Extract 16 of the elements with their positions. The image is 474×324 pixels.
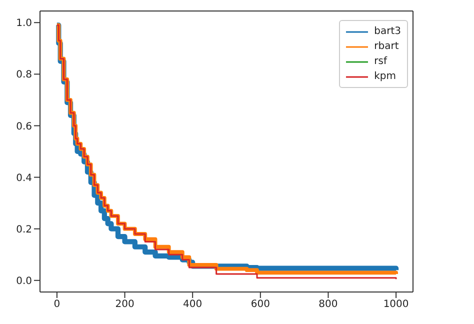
y-tick-label: 0.2	[16, 224, 32, 236]
x-tick-label: 200	[115, 299, 134, 310]
y-tick-label: 0.4	[16, 172, 32, 184]
x-tick-label: 800	[318, 299, 338, 310]
legend-label: bart3	[374, 26, 401, 37]
x-tick-label: 600	[250, 299, 270, 310]
y-tick-label: 0.0	[16, 276, 32, 287]
legend-label: rbart	[374, 41, 399, 52]
y-tick-label: 0.8	[16, 70, 32, 81]
y-tick-label: 0.6	[16, 121, 32, 132]
legend-label: rsf	[374, 56, 387, 67]
y-tick-label: 1.0	[16, 18, 32, 30]
x-tick-label: 400	[183, 299, 202, 310]
legend-label: kpm	[374, 71, 396, 82]
x-tick-label: 0	[54, 299, 60, 310]
x-tick-label: 1000	[383, 299, 409, 310]
